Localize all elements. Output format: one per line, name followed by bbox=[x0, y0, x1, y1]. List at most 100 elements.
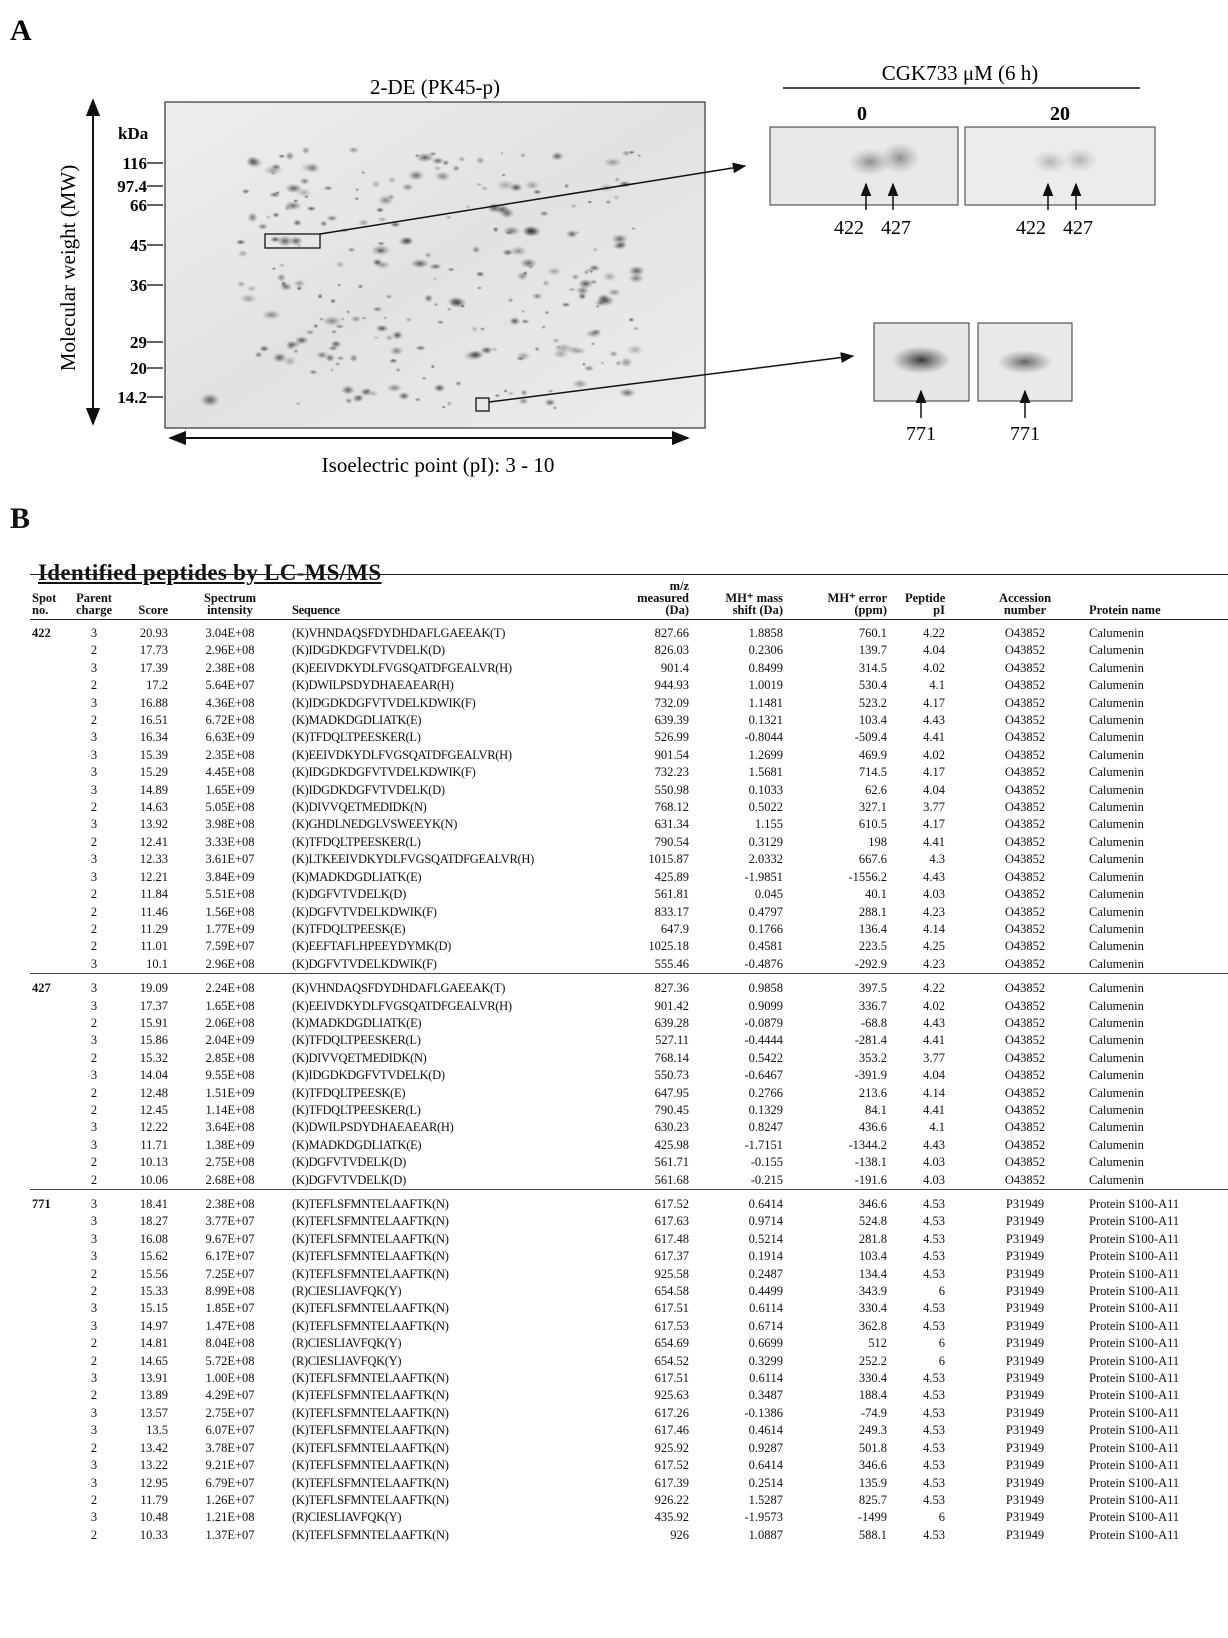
gel-spot bbox=[539, 210, 550, 217]
table-cell: 0.4581 bbox=[748, 939, 783, 954]
table-cell: Protein S100-A11 bbox=[1089, 1423, 1180, 1438]
gel-spot bbox=[386, 383, 403, 393]
table-cell: 768.12 bbox=[654, 800, 689, 815]
gel-spot bbox=[502, 226, 521, 236]
table-cell: 732.09 bbox=[654, 695, 689, 710]
table-cell: Calumenin bbox=[1089, 939, 1144, 954]
table-row: 2 11.29 1.77E+09 (K)TFDQLTPEESK(E) 647.9 0.17… bbox=[30, 921, 1228, 938]
gel-spot bbox=[467, 350, 484, 359]
table-cell: P31949 bbox=[1005, 1492, 1045, 1507]
gel-spot bbox=[329, 367, 335, 373]
spot-cell bbox=[30, 1509, 70, 1526]
table-cell: 2 bbox=[90, 1015, 98, 1030]
spot-image bbox=[891, 346, 951, 374]
table-cell: Calumenin bbox=[1089, 956, 1144, 971]
gel-spot bbox=[436, 320, 445, 325]
table-cell: 617.53 bbox=[654, 1318, 689, 1333]
gel-spot bbox=[628, 265, 646, 277]
table-cell: 12.21 bbox=[139, 869, 168, 884]
table-cell: (K)TEFLSFMNTELAAFTK(N) bbox=[292, 1492, 449, 1507]
gel-spot bbox=[619, 357, 633, 368]
gel-spot bbox=[421, 376, 428, 381]
table-cell: O43852 bbox=[1004, 730, 1046, 745]
table-cell: 288.1 bbox=[858, 904, 887, 919]
table-cell: 11.84 bbox=[140, 887, 168, 902]
gel-spot bbox=[401, 183, 414, 191]
table-cell: O43852 bbox=[1004, 660, 1046, 675]
table-row: 2 17.2 5.64E+07 (K)DWILPSDYDHAEAEAR(H) 944.9… bbox=[30, 677, 1228, 694]
table-cell: 4.29E+07 bbox=[205, 1388, 255, 1403]
table-cell: 526.99 bbox=[654, 730, 689, 745]
spot-cell bbox=[30, 1370, 70, 1387]
gel-spot bbox=[503, 389, 508, 393]
condition-label: 20 bbox=[1050, 103, 1070, 125]
mw-marker: 45 bbox=[130, 236, 147, 255]
table-row: 3 17.37 1.65E+08 (K)EEIVDKYDLFVGSQATDFGEALV… bbox=[30, 998, 1228, 1015]
table-row: 3 10.48 1.21E+08 (R)CIESLIAVFQK(Y) 435.92 -1.… bbox=[30, 1509, 1228, 1526]
table-cell: 3 bbox=[90, 1231, 98, 1246]
table-cell: O43852 bbox=[1004, 678, 1046, 693]
table-cell: 13.91 bbox=[139, 1371, 168, 1386]
gel-spot bbox=[476, 286, 483, 290]
table-cell: 901.54 bbox=[654, 747, 689, 762]
table-cell: 4.36E+08 bbox=[205, 695, 255, 710]
table-cell: P31949 bbox=[1005, 1458, 1045, 1473]
spot-cell bbox=[30, 1015, 70, 1032]
table-cell: Calumenin bbox=[1089, 1033, 1144, 1048]
table-cell: 4.53 bbox=[923, 1492, 945, 1507]
spot-cell bbox=[30, 1154, 70, 1171]
table-cell: (K)TEFLSFMNTELAAFTK(N) bbox=[292, 1405, 449, 1420]
gel-spot bbox=[509, 246, 528, 257]
table-cell: 103.4 bbox=[858, 713, 887, 728]
table-cell: 15.39 bbox=[139, 747, 168, 762]
gel-spot bbox=[479, 326, 486, 331]
table-row: 3 16.34 6.63E+09 (K)TFDQLTPEESKER(L) 526.99 -… bbox=[30, 729, 1228, 746]
table-cell: 11.01 bbox=[140, 939, 168, 954]
table-cell: 0.8499 bbox=[748, 660, 783, 675]
table-row: 3 14.89 1.65E+09 (K)IDGDKDGFVTVDELK(D) 550.9… bbox=[30, 782, 1228, 799]
spot-cell bbox=[30, 695, 70, 712]
table-cell: 3.78E+07 bbox=[205, 1440, 255, 1455]
table-cell: 9.67E+07 bbox=[205, 1231, 255, 1246]
table-cell: 4.53 bbox=[923, 1440, 945, 1455]
gel-spot bbox=[586, 200, 593, 204]
table-cell: P31949 bbox=[1005, 1336, 1045, 1351]
table-cell: (K)MADKDGDLIATK(E) bbox=[292, 1137, 422, 1152]
spot-cell bbox=[30, 1527, 70, 1544]
table-row: 3 17.39 2.38E+08 (K)EEIVDKYDLFVGSQATDFGEALV… bbox=[30, 660, 1228, 677]
gel-spot bbox=[492, 226, 499, 233]
gel-title: 2-DE (PK45-p) bbox=[370, 75, 500, 99]
column-header: Accession number bbox=[975, 574, 1075, 620]
gel-spot bbox=[376, 241, 386, 246]
table-cell: 1.26E+07 bbox=[205, 1492, 255, 1507]
gel-spot bbox=[428, 151, 437, 157]
gel-spot bbox=[475, 156, 485, 165]
table-cell: P31949 bbox=[1005, 1353, 1045, 1368]
table-cell: 4.43 bbox=[923, 869, 945, 884]
gel-spot bbox=[385, 334, 394, 341]
table-cell: 2 bbox=[90, 1492, 98, 1507]
spot-cell bbox=[30, 1137, 70, 1154]
table-cell: 18.41 bbox=[118, 1189, 180, 1214]
gel-spot bbox=[279, 282, 293, 291]
table-cell: 617.46 bbox=[654, 1423, 689, 1438]
table-cell: 1.77E+09 bbox=[205, 921, 255, 936]
table-cell: -74.9 bbox=[860, 1405, 887, 1420]
gel-spot bbox=[454, 381, 462, 387]
table-cell: (K)TEFLSFMNTELAAFTK(N) bbox=[292, 1249, 449, 1264]
table-cell: Protein S100-A11 bbox=[1089, 1318, 1180, 1333]
gel-spot bbox=[347, 146, 360, 154]
table-cell: (K)TEFLSFMNTELAAFTK(N) bbox=[280, 1189, 620, 1214]
spot-cell bbox=[30, 1300, 70, 1317]
gel-spot bbox=[415, 345, 427, 351]
table-cell: 0.8247 bbox=[748, 1120, 783, 1135]
table-cell: 12.48 bbox=[139, 1085, 168, 1100]
table-row: 3 15.39 2.35E+08 (K)EEIVDKYDLFVGSQATDFGEALV… bbox=[30, 747, 1228, 764]
gel-spot bbox=[637, 154, 642, 158]
table-cell: 4.53 bbox=[905, 1189, 975, 1214]
gel-spot bbox=[257, 222, 269, 230]
table-cell: (K)IDGDKDGFVTVDELKDWIK(F) bbox=[292, 765, 476, 780]
table-cell: -0.0879 bbox=[744, 1015, 783, 1030]
table-cell: 0.3299 bbox=[748, 1353, 783, 1368]
table-cell: -1499 bbox=[857, 1510, 887, 1525]
